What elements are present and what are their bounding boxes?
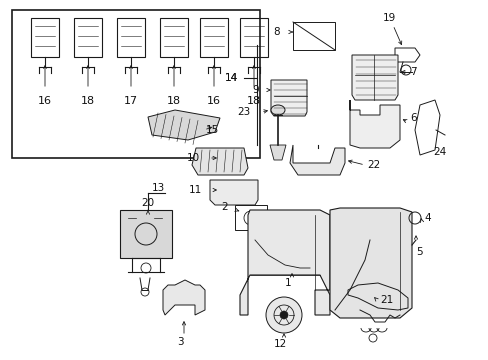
Polygon shape — [148, 110, 220, 140]
Polygon shape — [192, 148, 247, 175]
Text: 4: 4 — [423, 213, 430, 223]
Bar — [240, 18, 267, 57]
Polygon shape — [329, 208, 411, 318]
Text: 19: 19 — [382, 13, 395, 23]
Bar — [235, 205, 266, 230]
Polygon shape — [349, 100, 399, 148]
Text: 13: 13 — [152, 183, 165, 193]
Bar — [12, 10, 260, 158]
Circle shape — [280, 311, 287, 319]
Text: 12: 12 — [273, 339, 286, 349]
Text: 14: 14 — [224, 73, 238, 83]
Bar — [120, 210, 172, 258]
Polygon shape — [289, 145, 345, 175]
Bar — [200, 18, 227, 57]
Text: 10: 10 — [186, 153, 200, 163]
Text: 18: 18 — [166, 96, 181, 106]
Text: 22: 22 — [366, 160, 380, 170]
Bar — [117, 18, 145, 57]
Text: 11: 11 — [188, 185, 202, 195]
Bar — [31, 18, 59, 57]
Text: 14: 14 — [224, 73, 238, 83]
Text: 8: 8 — [273, 27, 280, 37]
Text: 7: 7 — [409, 67, 416, 77]
Bar — [292, 22, 334, 50]
Text: 21: 21 — [379, 295, 392, 305]
Polygon shape — [209, 180, 258, 205]
Circle shape — [265, 297, 302, 333]
Text: 17: 17 — [123, 96, 138, 106]
Text: 2: 2 — [221, 202, 227, 212]
Text: 6: 6 — [409, 113, 416, 123]
Text: 24: 24 — [432, 147, 446, 157]
Polygon shape — [270, 80, 306, 116]
Text: 23: 23 — [236, 107, 249, 117]
Text: 9: 9 — [252, 85, 259, 95]
Text: 1: 1 — [284, 278, 291, 288]
Text: 18: 18 — [81, 96, 95, 106]
Bar — [74, 18, 102, 57]
Text: 20: 20 — [141, 198, 154, 208]
Polygon shape — [163, 280, 204, 315]
Text: 3: 3 — [176, 337, 183, 347]
Text: 18: 18 — [246, 96, 261, 106]
Text: 5: 5 — [415, 247, 422, 257]
Polygon shape — [240, 210, 329, 315]
Text: 16: 16 — [38, 96, 52, 106]
Polygon shape — [351, 55, 397, 100]
Bar — [160, 18, 187, 57]
Text: 15: 15 — [205, 125, 219, 135]
Text: 16: 16 — [206, 96, 221, 106]
Ellipse shape — [270, 105, 285, 115]
Polygon shape — [269, 145, 285, 160]
